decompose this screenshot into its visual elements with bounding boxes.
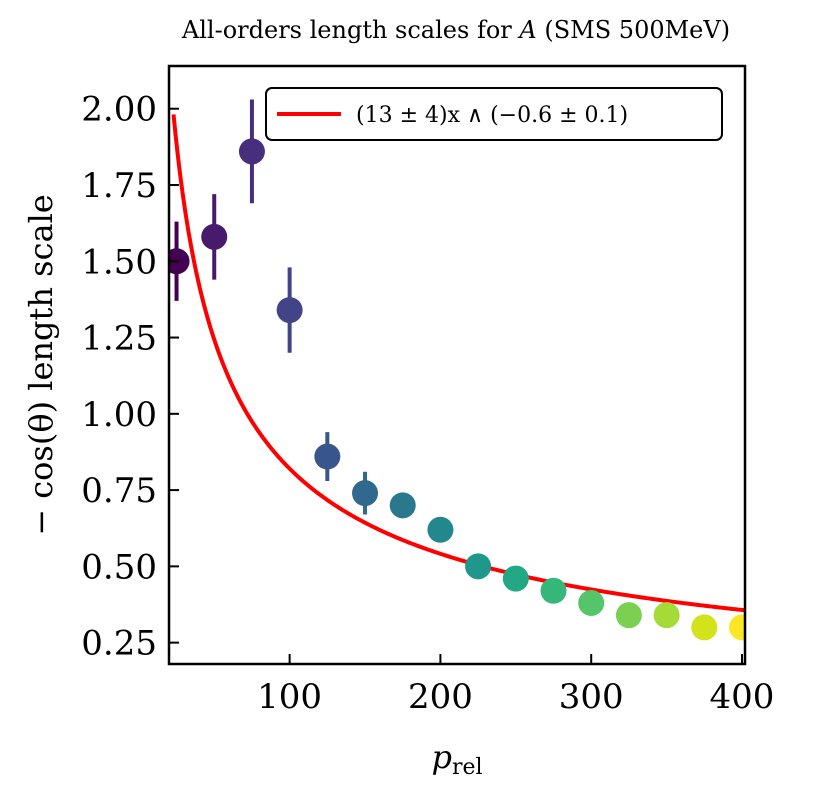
data-point [540,577,567,604]
x-tick-label: 400 [710,677,775,717]
point-marker [540,577,567,604]
data-point [276,267,303,353]
x-tick-label: 100 [257,677,322,717]
point-marker [169,248,190,275]
data-point [238,99,265,204]
point-marker [691,614,718,641]
data-point [389,492,416,519]
y-axis-ticks: 0.25 0.50 0.75 1.00 1.25 1.50 1.75 2.00 [81,90,179,664]
data-point [352,471,379,515]
legend-box [265,87,723,141]
point-marker [427,516,454,543]
x-tick-label: 300 [559,677,624,717]
point-marker [653,602,680,629]
point-marker [389,492,416,519]
y-tick-label: 1.00 [81,395,157,435]
chart-title: All-orders length scales for A (SMS 500M… [181,16,730,44]
data-point [314,432,341,481]
y-tick-label: 1.25 [81,319,157,359]
data-point [465,553,492,580]
y-tick-label: 0.50 [81,547,157,587]
point-marker [728,614,745,641]
data-point [578,589,605,616]
point-marker [502,565,529,592]
y-tick-label: 1.75 [81,166,157,206]
point-marker [201,223,228,250]
point-marker [276,297,303,324]
data-point [427,516,454,543]
point-marker [465,553,492,580]
y-tick-label: 0.25 [81,624,157,664]
data-point [201,194,228,280]
data-point [653,602,680,629]
x-axis-ticks: 100 200 300 400 [257,654,774,717]
point-marker [615,602,642,629]
x-axis-label: prel [431,738,482,780]
point-marker [314,443,341,470]
point-marker [352,480,379,507]
y-axis-label: − cos(θ) length scale [22,194,60,536]
data-point [615,602,642,629]
fit-line [171,114,745,613]
data-point [691,614,718,641]
legend: (13 ± 4)x ∧ (−0.6 ± 0.1) [265,87,723,141]
data-points [169,99,745,641]
point-marker [578,589,605,616]
point-marker [238,138,265,165]
legend-label: (13 ± 4)x ∧ (−0.6 ± 0.1) [356,103,628,128]
y-tick-label: 2.00 [81,90,157,130]
plot-frame [167,64,747,666]
data-point [728,614,745,641]
y-tick-label: 1.50 [81,242,157,282]
y-tick-label: 0.75 [81,471,157,511]
data-point [502,565,529,592]
x-tick-label: 200 [408,677,473,717]
